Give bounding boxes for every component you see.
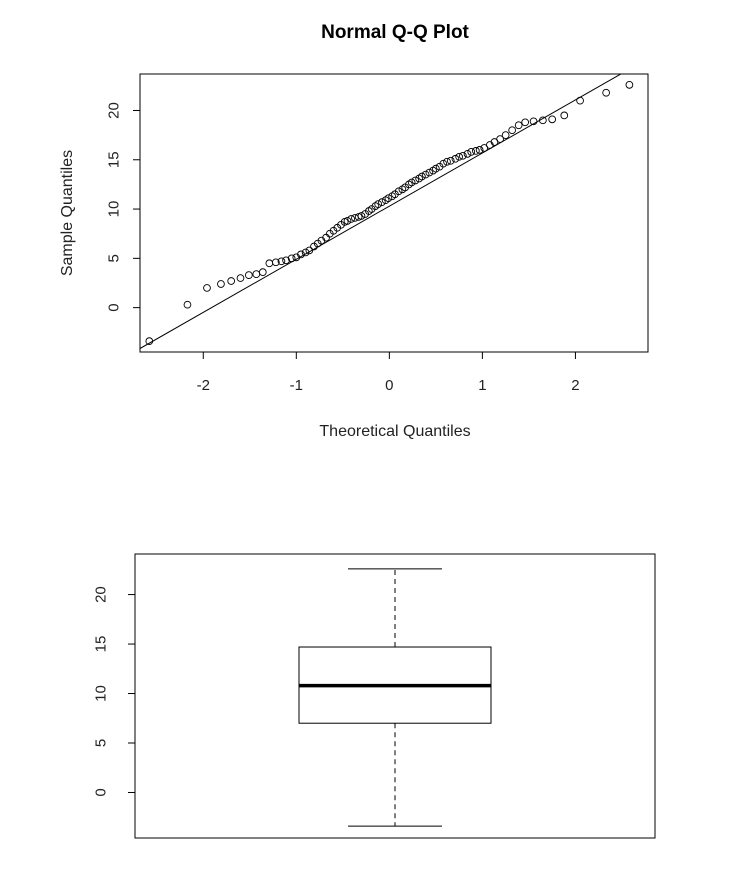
qq-point — [236, 274, 245, 282]
box-y-tick-label: 20 — [93, 586, 110, 603]
qq-point — [378, 198, 386, 207]
qq-point — [301, 248, 310, 257]
qq-point — [305, 246, 314, 255]
qq-point — [227, 277, 236, 285]
qq-point — [625, 80, 634, 89]
qq-point — [258, 268, 267, 276]
qq-point — [394, 187, 403, 196]
qq-y-tick-label: 0 — [106, 303, 123, 311]
qq-y-tick-label: 20 — [106, 102, 123, 119]
qq-point — [576, 96, 584, 105]
qq-point — [446, 156, 455, 165]
qq-point — [425, 168, 434, 177]
qq-point — [548, 115, 557, 124]
box-y-tick-label: 10 — [93, 685, 110, 702]
qq-point — [439, 159, 448, 168]
qq-point — [472, 147, 480, 155]
qq-x-tick-label: 1 — [478, 377, 486, 394]
qq-point — [217, 280, 225, 288]
qq-point — [347, 215, 356, 223]
qq-point — [277, 257, 286, 266]
qq-y-tick-label: 15 — [106, 151, 123, 168]
qq-point — [475, 146, 484, 154]
qq-x-tick-label: -2 — [197, 377, 210, 394]
box-y-tick-label: 5 — [93, 739, 110, 747]
qq-point — [183, 300, 192, 309]
qq-point — [411, 176, 420, 185]
qq-point — [521, 118, 530, 127]
qq-point — [418, 172, 426, 181]
qq-point — [529, 117, 538, 126]
qq-plot-title: Normal Q-Q Plot — [321, 22, 469, 43]
qq-point — [203, 284, 211, 292]
qq-point — [514, 121, 523, 130]
qq-point — [245, 271, 253, 279]
qq-x-tick-label: -1 — [290, 377, 303, 394]
qq-y-axis-label: Sample Quantiles — [59, 150, 76, 276]
qq-point — [282, 256, 290, 265]
qq-point — [432, 164, 440, 173]
qq-point — [287, 254, 296, 263]
qq-point — [421, 170, 430, 179]
qq-point — [458, 151, 467, 160]
qq-plot-area — [140, 74, 634, 350]
qq-point — [508, 126, 517, 135]
qq-x-tick-label: 2 — [571, 377, 579, 394]
box-plot: 0 5 10 15 20 — [93, 553, 656, 839]
qq-point — [602, 88, 610, 97]
qq-reference-line — [140, 74, 622, 350]
qq-point — [467, 148, 476, 156]
qq-x-tick-label: 0 — [385, 377, 393, 394]
qq-point — [271, 258, 280, 267]
qq-point — [384, 194, 393, 203]
qq-y-tick-label: 10 — [106, 201, 123, 218]
qq-point — [145, 337, 154, 346]
box-y-axis: 0 5 10 15 20 — [93, 586, 135, 797]
qq-point — [443, 157, 451, 166]
qq-point — [501, 131, 510, 139]
box-area — [298, 568, 492, 827]
qq-point — [374, 200, 383, 208]
qq-point — [357, 212, 366, 220]
qq-point — [496, 135, 504, 143]
qq-point — [560, 111, 569, 120]
box-y-tick-label: 0 — [93, 788, 110, 796]
qq-y-axis: 0 5 10 15 20 — [106, 102, 140, 312]
qq-x-axis-label: Theoretical Quantiles — [319, 423, 470, 440]
box-plot-frame — [134, 553, 656, 839]
qq-point — [455, 152, 463, 161]
qq-point — [343, 217, 352, 225]
qq-point — [265, 259, 274, 268]
qq-point — [451, 154, 460, 163]
qq-plot: Normal Q-Q Plot -2 -1 0 1 2 0 5 10 15 20 Theoret… — [59, 22, 649, 440]
qq-point — [463, 150, 472, 158]
qq-point — [407, 178, 416, 187]
qq-point — [539, 116, 547, 125]
box-y-tick-label: 15 — [93, 636, 110, 653]
qq-point — [297, 250, 305, 259]
qq-point — [252, 270, 261, 278]
qq-plot-frame — [139, 73, 649, 353]
qq-x-axis: -2 -1 0 1 2 — [197, 352, 580, 394]
qq-y-tick-label: 5 — [106, 254, 123, 262]
